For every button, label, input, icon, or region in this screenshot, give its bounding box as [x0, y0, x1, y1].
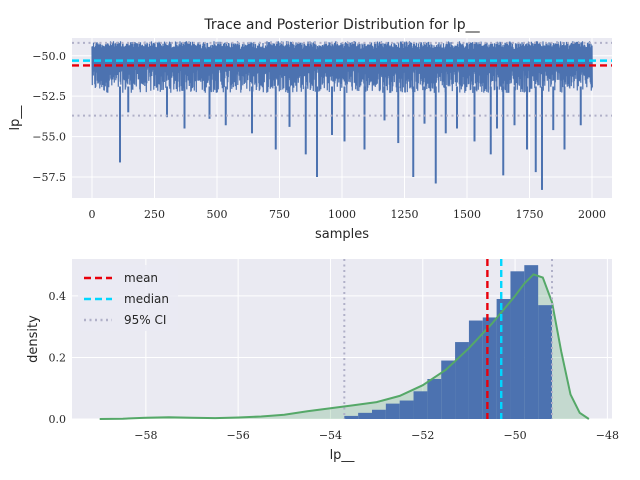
distribution-y-tick-label: 0.0	[49, 413, 67, 426]
trace-x-tick-label: 1000	[328, 208, 356, 221]
trace-y-tick-label: −57.5	[32, 171, 66, 184]
trace-x-tick-label: 0	[89, 208, 96, 221]
histogram-bar	[358, 412, 372, 419]
trace-y-tick-label: −50.0	[32, 50, 66, 63]
trace-x-tick-labels: 0 250 500 750 1000 1250 1500 1750 2000	[89, 208, 607, 221]
distribution-y-tick-label: 0.2	[49, 351, 67, 364]
kde-line	[99, 273, 590, 420]
trace-x-tick-label: 250	[144, 208, 165, 221]
distribution-x-tick-label: −56	[227, 429, 250, 442]
trace-y-tick-label: −55.0	[32, 131, 66, 144]
histogram-bar	[441, 360, 456, 419]
legend: mean median 95% CI	[78, 265, 178, 331]
histogram-bars	[344, 265, 552, 419]
trace-x-tick-label: 2000	[578, 208, 606, 221]
histogram-bar	[344, 415, 359, 419]
distribution-y-axis-label: density	[26, 315, 41, 363]
legend-box	[78, 265, 178, 331]
distribution-y-tick-label: 0.4	[49, 290, 67, 303]
trace-y-tick-label: −52.5	[32, 90, 66, 103]
trace-reference-lines	[72, 41, 612, 117]
legend-entry-mean: mean	[84, 271, 158, 285]
trace-x-tick-label: 1500	[453, 208, 481, 221]
distribution-x-tick-label: −54	[319, 429, 342, 442]
distribution-x-tick-label: −50	[503, 429, 526, 442]
histogram-bar	[399, 400, 414, 419]
histogram-bar	[482, 317, 497, 419]
distribution-panel: −58 −56 −54 −52 −50 −48 0.0 0.2 0.4 lp__ densit…	[26, 259, 619, 463]
trace-x-tick-label: 500	[207, 208, 228, 221]
trace-fill	[91, 41, 593, 190]
histogram-bar	[427, 379, 442, 419]
distribution-reference-lines	[343, 259, 553, 419]
histogram-bar	[455, 342, 469, 419]
histogram-bar	[510, 271, 525, 419]
distribution-x-tick-label: −58	[134, 429, 157, 442]
trace-x-tick-label: 1250	[391, 208, 419, 221]
trace-y-axis-label: lp__	[8, 105, 23, 130]
distribution-x-tick-label: −52	[411, 429, 434, 442]
distribution-y-tick-labels: 0.0 0.2 0.4	[49, 290, 67, 426]
legend-label-mean: mean	[124, 271, 158, 285]
legend-label-ci: 95% CI	[124, 313, 166, 327]
distribution-x-tick-label: −48	[596, 429, 619, 442]
kde-line-group	[99, 273, 590, 420]
distribution-x-tick-labels: −58 −56 −54 −52 −50 −48	[134, 429, 619, 442]
distribution-x-axis-label: lp__	[330, 448, 355, 463]
legend-entry-median: median	[84, 292, 169, 306]
trace-panel: 0 250 500 750 1000 1250 1500 1750 2000 −57.5 −55.…	[8, 17, 612, 242]
trace-x-tick-label: 1750	[516, 208, 544, 221]
legend-label-median: median	[124, 292, 169, 306]
trace-y-tick-labels: −57.5 −55.0 −52.5 −50.0	[32, 50, 66, 184]
histogram-bar	[538, 305, 552, 419]
trace-x-tick-label: 750	[269, 208, 290, 221]
histogram-bar	[372, 409, 386, 419]
trace-x-axis-label: samples	[315, 227, 369, 242]
trace-title: Trace and Posterior Distribution for lp_…	[203, 17, 480, 33]
histogram-bar	[413, 391, 428, 419]
histogram-bar	[385, 403, 400, 419]
legend-entry-ci: 95% CI	[84, 313, 166, 327]
histogram-bar	[524, 265, 539, 419]
